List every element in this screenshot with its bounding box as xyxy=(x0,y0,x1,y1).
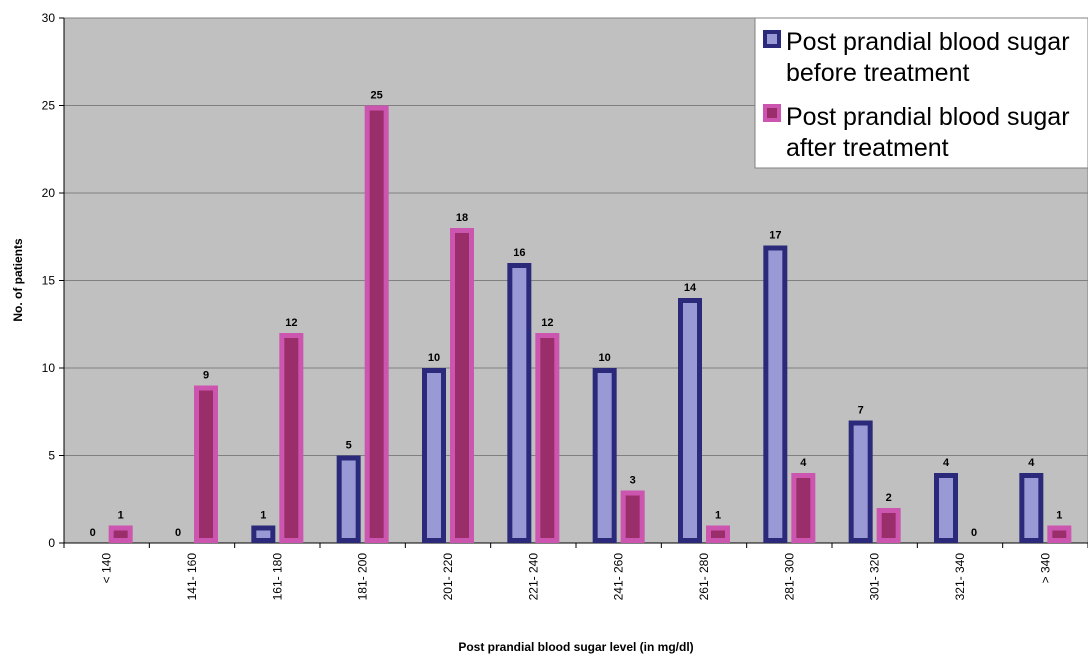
data-label-after: 12 xyxy=(541,317,553,329)
x-axis: < 140 141- 160 161- 180 181- 200 201- 220 221… xyxy=(63,542,1088,601)
x-tick-label: 261- 280 xyxy=(697,553,711,601)
data-label-after: 12 xyxy=(285,317,297,329)
bar-fill-after xyxy=(199,390,213,538)
bar-fill-after xyxy=(369,110,384,538)
y-tick-label: 15 xyxy=(42,274,56,288)
bar-fill-before xyxy=(427,373,441,538)
x-tick-label: > 340 xyxy=(1038,553,1052,584)
legend-label-before-line1: Post prandial blood sugar xyxy=(786,28,1070,56)
bar-fill-after xyxy=(455,233,469,538)
legend-label-before-line2: before treatment xyxy=(786,59,969,87)
data-label-before: 14 xyxy=(684,282,697,294)
bars xyxy=(108,105,1072,543)
data-label-before: 7 xyxy=(858,405,864,417)
data-label-after: 3 xyxy=(630,475,636,487)
bar-fill-before xyxy=(341,460,356,538)
data-label-before: 4 xyxy=(1028,457,1035,469)
bar-fill-before xyxy=(597,373,612,538)
x-axis-title: Post prandial blood sugar level (in mg/d… xyxy=(458,640,693,654)
legend-swatch-after-inner xyxy=(767,108,777,118)
bar-fill-before xyxy=(683,303,697,538)
data-label-after: 0 xyxy=(971,527,977,539)
data-label-after: 1 xyxy=(118,510,124,522)
bar-fill-before xyxy=(853,425,868,538)
bar-fill-after xyxy=(796,478,811,538)
y-tick-label: 10 xyxy=(42,361,56,375)
x-tick-label: 181- 200 xyxy=(356,553,370,601)
data-label-after: 4 xyxy=(800,457,807,469)
data-label-after: 25 xyxy=(371,90,383,102)
legend-box xyxy=(754,17,1088,169)
data-label-after: 18 xyxy=(456,212,468,224)
bar-fill-after xyxy=(1052,530,1067,538)
bar-fill-before xyxy=(1024,478,1039,538)
y-axis: 0 5 10 15 20 25 30 xyxy=(42,11,65,550)
x-tick-label: 201- 220 xyxy=(441,553,455,601)
data-label-before: 10 xyxy=(599,352,611,364)
x-tick-label: 301- 320 xyxy=(868,553,882,601)
legend-swatch-before-inner xyxy=(767,34,777,44)
data-label-before: 0 xyxy=(175,527,181,539)
x-tick-label: 281- 300 xyxy=(782,553,796,601)
y-tick-label: 0 xyxy=(48,536,55,550)
data-label-before: 16 xyxy=(513,247,525,259)
bar-fill-after xyxy=(113,530,128,538)
legend-label-after-line1: Post prandial blood sugar xyxy=(786,103,1070,131)
x-tick-label: 221- 240 xyxy=(526,553,540,601)
bar-fill-after xyxy=(625,495,640,538)
bar-fill-after xyxy=(540,338,555,538)
x-tick-label: < 140 xyxy=(100,553,114,584)
bar-fill-before xyxy=(768,250,783,538)
bar-fill-before xyxy=(939,478,953,538)
data-label-after: 1 xyxy=(715,510,721,522)
bar-fill-after xyxy=(284,338,299,538)
x-tick-label: 321- 340 xyxy=(953,553,967,601)
data-label-before: 0 xyxy=(90,527,96,539)
y-axis-title: No. of patients xyxy=(11,238,25,322)
data-label-before: 1 xyxy=(260,510,266,522)
data-label-after: 1 xyxy=(1056,510,1062,522)
bar-fill-before xyxy=(512,268,527,538)
data-label-before: 5 xyxy=(346,440,352,452)
bar-fill-before xyxy=(256,530,271,538)
x-tick-label: 141- 160 xyxy=(185,553,199,601)
y-tick-label: 5 xyxy=(48,449,55,463)
data-label-after: 9 xyxy=(203,370,209,382)
x-tick-label: 241- 260 xyxy=(612,553,626,601)
data-label-before: 4 xyxy=(943,457,950,469)
y-tick-label: 30 xyxy=(42,11,56,25)
y-tick-label: 25 xyxy=(42,99,56,113)
legend: Post prandial blood sugar before treatme… xyxy=(754,17,1088,169)
data-label-after: 2 xyxy=(886,492,892,504)
legend-label-after-line2: after treatment xyxy=(786,134,949,162)
data-label-before: 17 xyxy=(769,230,781,242)
bar-fill-after xyxy=(881,513,896,538)
y-tick-label: 20 xyxy=(42,186,56,200)
bar-fill-after xyxy=(711,530,725,538)
data-label-before: 10 xyxy=(428,352,440,364)
x-tick-label: 161- 180 xyxy=(270,553,284,601)
